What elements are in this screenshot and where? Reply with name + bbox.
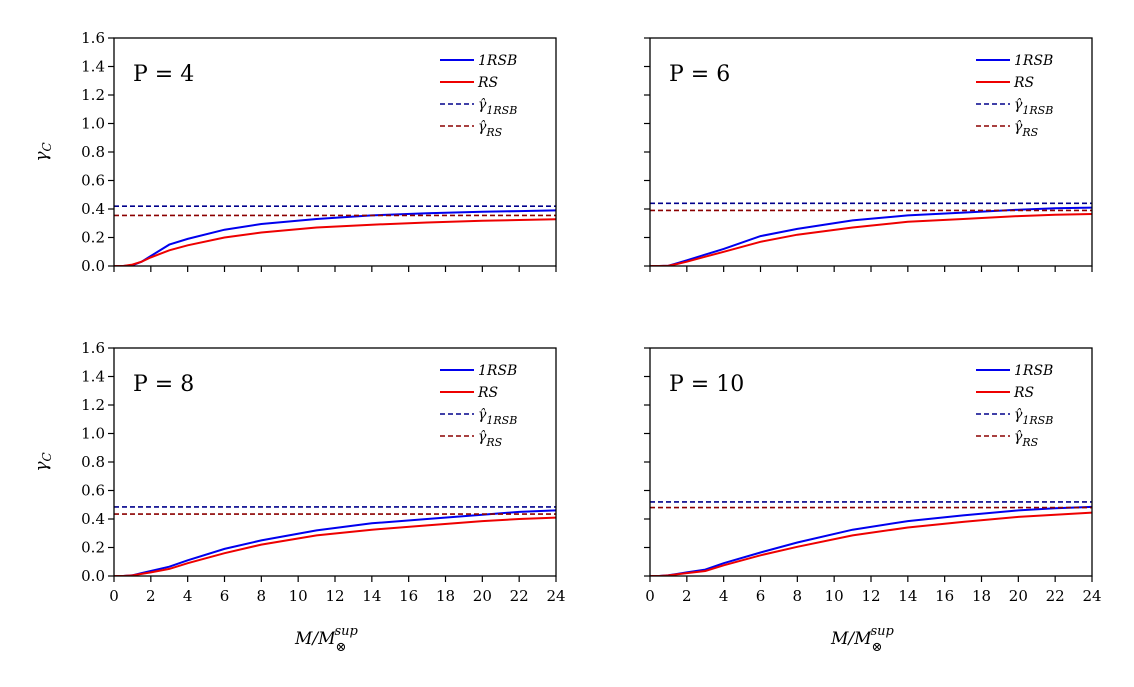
legend-label: γ̂RS [1014,119,1039,139]
x-tick-label: 4 [719,587,729,605]
legend-label: RS [1013,75,1034,91]
x-tick-label: 18 [972,587,991,605]
x-tick-label: 6 [220,587,230,605]
y-tick-label: 1.2 [81,86,105,104]
x-tick-label: 10 [825,587,844,605]
y-tick-label: 1.6 [81,29,105,47]
x-tick-label: 2 [682,587,692,605]
legend-label: 1RSB [478,363,517,379]
x-tick-label: 2 [146,587,156,605]
x-tick-label: 12 [861,587,880,605]
x-tick-label: 10 [289,587,308,605]
x-tick-label: 0 [645,587,655,605]
y-tick-label: 1.6 [81,339,105,357]
x-tick-label: 14 [362,587,381,605]
legend-label: 1RSB [1014,53,1053,69]
x-tick-label: 22 [510,587,529,605]
x-tick-label: 22 [1046,587,1065,605]
x-tick-label: 24 [1082,587,1101,605]
legend-label: γ̂1RSB [1014,97,1053,117]
legend-label: γ̂1RSB [478,407,517,427]
panel-label: P = 8 [133,372,194,397]
x-tick-label: 24 [546,587,565,605]
legend-label: RS [1013,385,1034,401]
series-line-1RSB [114,209,556,266]
legend-label: γ̂RS [1014,429,1039,449]
y-tick-label: 1.0 [81,115,105,133]
y-tick-label: 0.2 [81,229,105,247]
x-tick-label: 4 [183,587,193,605]
x-tick-label: 12 [325,587,344,605]
panel-1: 0.0 0.2 0.4 0.6 0.8 1.0 1.2 1.4 1.6 P = 4 1RSB RS γ̂… [32,29,557,275]
x-tick-label: 20 [1009,587,1028,605]
x-tick-label: 16 [399,587,418,605]
legend-label: 1RSB [1014,363,1053,379]
legend-label: 1RSB [478,53,517,69]
legend-label: γ̂1RSB [478,97,517,117]
y-tick-label: 1.0 [81,425,105,443]
legend-label: RS [477,385,498,401]
x-axis-label: M/M⊗sup [830,624,894,655]
y-tick-label: 0.0 [81,257,105,275]
x-tick-label: 18 [436,587,455,605]
series-line-RS [650,213,1092,266]
series-line-RS [114,516,556,576]
plot-area [650,202,1092,266]
panel-label: P = 10 [669,372,744,397]
panel-3: 0.00.20.40.60.81.01.21.41.60 2 4 6 8 10 12 14 16… [32,339,566,655]
x-tick-label: 20 [473,587,492,605]
plot-area [114,506,556,576]
y-axis-label: γC [32,142,54,161]
panel-4: 0 2 4 6 8 10 12 14 16 18 20 22 24P = 101RSBRSγ̂1RSBγ… [644,347,1102,655]
legend-label: RS [477,75,498,91]
y-tick-label: 0.4 [81,200,105,218]
y-tick-label: 1.2 [81,396,105,414]
legend-label: γ̂RS [478,429,503,449]
plot-area [650,501,1092,576]
x-tick-label: 0 [109,587,119,605]
y-tick-label: 1.4 [81,368,105,386]
y-tick-label: 0.6 [81,172,105,190]
panel-label: P = 4 [133,62,194,87]
y-tick-label: 0.0 [81,567,105,585]
x-tick-label: 16 [935,587,954,605]
panel-label: P = 6 [669,62,730,87]
y-tick-label: 0.4 [81,510,105,528]
y-tick-label: 0.6 [81,482,105,500]
x-tick-label: 6 [756,587,766,605]
y-tick-label: 0.8 [81,453,105,471]
x-axis-label: M/M⊗sup [294,624,358,655]
x-tick-label: 8 [257,587,267,605]
series-line-RS [114,218,556,266]
x-tick-label: 14 [898,587,917,605]
series-line-RS [650,511,1092,576]
y-tick-label: 0.2 [81,539,105,557]
y-axis-label: γC [32,452,54,471]
plot-area [114,205,556,266]
legend-label: γ̂RS [478,119,503,139]
legend-label: γ̂1RSB [1014,407,1053,427]
y-tick-label: 0.8 [81,143,105,161]
y-tick-label: 1.4 [81,58,105,76]
x-tick-label: 8 [793,587,803,605]
